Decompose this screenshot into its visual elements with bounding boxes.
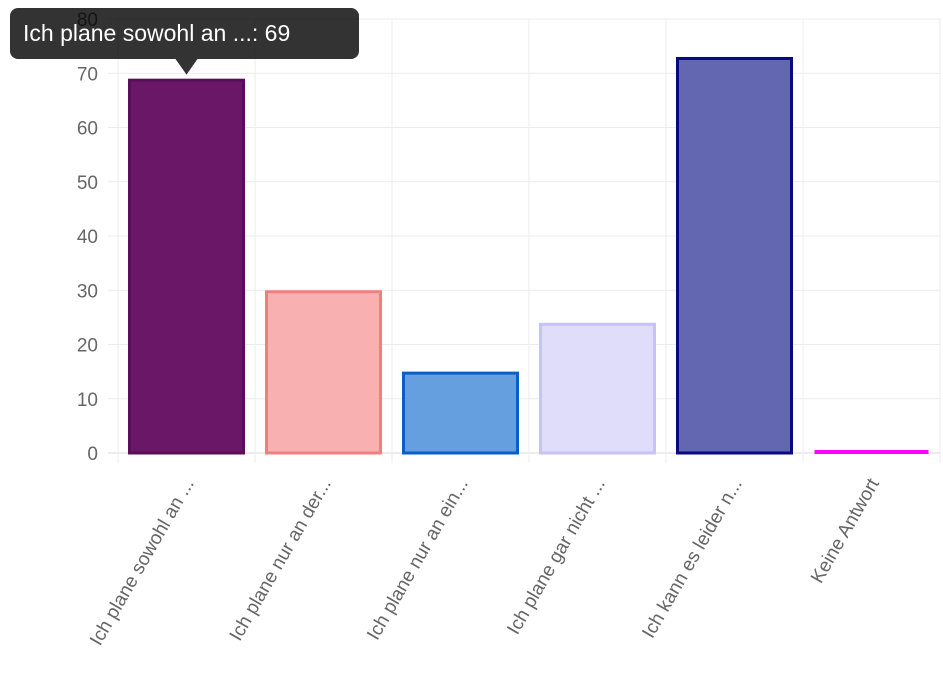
y-tick-label: 50 (77, 173, 98, 194)
bar[interactable] (265, 290, 382, 455)
bar[interactable] (539, 322, 656, 455)
tooltip-box (10, 8, 359, 59)
y-tick-label: 40 (77, 227, 98, 248)
tooltip-text: Ich plane sowohl an ...: 69 (23, 20, 290, 46)
y-tick-label: 30 (77, 281, 98, 302)
y-tick-label: 60 (77, 119, 98, 140)
bar[interactable] (676, 56, 793, 455)
grid (108, 18, 941, 463)
tooltip-arrow (175, 59, 198, 75)
x-category-label: Ich plane sowohl an ... (86, 475, 199, 649)
bar[interactable] (128, 78, 245, 455)
x-category-label: Ich plane nur an der... (226, 475, 336, 645)
x-category-label: Keine Antwort (807, 474, 884, 587)
y-tick-label: 70 (77, 64, 98, 85)
y-tick-label: 0 (87, 444, 98, 465)
y-tick-label: 20 (77, 336, 98, 357)
y-tick-label: 10 (77, 390, 98, 411)
tooltip: Ich plane sowohl an ...: 69 (10, 8, 359, 75)
x-category-label: Ich plane nur an ein... (363, 475, 473, 644)
x-category-label: Ich plane gar nicht ... (503, 475, 609, 638)
bar[interactable] (402, 371, 519, 455)
x-category-label: Ich kann es leider n... (638, 475, 746, 642)
bars (128, 56, 929, 455)
